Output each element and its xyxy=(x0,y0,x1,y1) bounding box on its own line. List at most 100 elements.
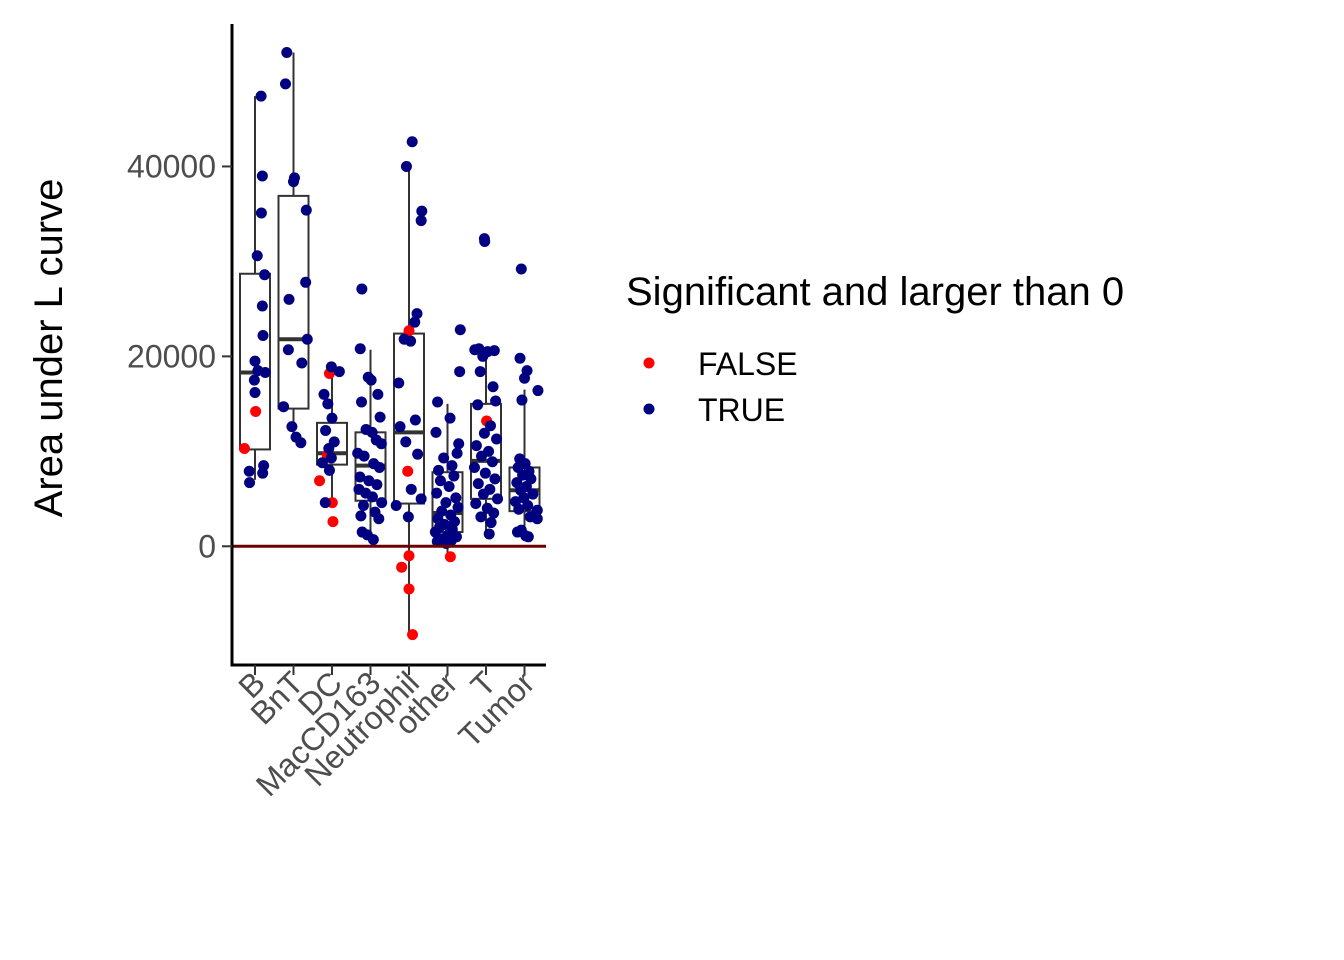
data-point xyxy=(477,488,489,500)
data-point xyxy=(301,333,313,345)
data-point xyxy=(532,385,544,397)
data-point xyxy=(516,394,528,406)
data-point xyxy=(366,491,378,503)
data-point xyxy=(371,479,383,491)
data-point xyxy=(375,438,387,450)
data-point xyxy=(472,399,484,411)
data-point xyxy=(396,561,408,573)
data-point xyxy=(373,513,385,525)
data-point xyxy=(367,534,379,546)
data-point xyxy=(406,136,418,148)
data-point xyxy=(490,395,502,407)
data-point xyxy=(415,493,427,505)
data-point xyxy=(356,283,368,295)
data-point xyxy=(333,366,345,378)
data-point xyxy=(327,516,339,528)
data-point xyxy=(440,497,452,509)
data-point xyxy=(472,478,484,490)
data-point xyxy=(487,381,499,393)
data-point xyxy=(325,361,337,373)
data-point xyxy=(450,492,462,504)
data-point xyxy=(286,421,298,433)
data-point xyxy=(403,550,415,562)
data-point xyxy=(434,475,446,487)
data-point xyxy=(355,510,367,522)
y-tick-label: 20000 xyxy=(127,338,216,374)
data-point xyxy=(416,205,428,217)
data-point xyxy=(316,457,328,469)
data-point xyxy=(295,437,307,449)
data-point xyxy=(318,388,330,400)
data-point xyxy=(248,374,260,386)
data-point xyxy=(255,207,267,219)
data-point xyxy=(446,460,458,472)
data-point xyxy=(448,470,460,482)
data-point xyxy=(470,440,482,452)
data-point xyxy=(515,263,527,275)
data-point xyxy=(531,504,543,516)
data-point xyxy=(429,526,441,538)
legend-label-true: TRUE xyxy=(698,392,785,428)
data-point xyxy=(407,629,419,641)
data-point xyxy=(443,480,455,492)
data-point xyxy=(451,447,463,459)
data-point xyxy=(238,442,250,454)
data-point xyxy=(475,511,487,523)
data-point xyxy=(354,471,366,483)
data-point xyxy=(409,316,421,328)
data-points xyxy=(238,46,544,641)
data-point xyxy=(322,398,334,410)
data-point xyxy=(256,170,268,182)
data-point xyxy=(365,374,377,386)
data-point xyxy=(479,235,491,247)
data-point xyxy=(431,487,443,499)
data-point xyxy=(257,467,269,479)
data-point xyxy=(356,396,368,408)
y-tick-label: 0 xyxy=(198,528,216,564)
data-point xyxy=(531,513,543,525)
legend: Significant and larger than 0 FALSE TRUE xyxy=(626,270,1124,428)
data-point xyxy=(409,414,421,426)
data-point xyxy=(323,442,335,454)
data-point xyxy=(402,511,414,523)
legend-key-false xyxy=(643,357,655,369)
data-point xyxy=(412,448,424,460)
data-point xyxy=(484,420,496,432)
data-point xyxy=(280,78,291,90)
legend-entries: FALSE TRUE xyxy=(643,346,798,428)
data-point xyxy=(402,465,414,477)
data-point xyxy=(403,583,415,595)
data-point xyxy=(281,46,293,58)
data-point xyxy=(282,344,294,356)
data-point xyxy=(259,269,271,281)
data-point xyxy=(250,405,262,417)
data-point xyxy=(522,499,534,511)
legend-label-false: FALSE xyxy=(698,346,798,382)
data-point xyxy=(278,401,290,413)
data-point xyxy=(376,497,388,509)
data-point xyxy=(243,465,255,477)
data-point xyxy=(511,526,523,538)
data-point xyxy=(431,536,443,548)
data-point xyxy=(325,452,337,464)
data-point xyxy=(251,250,263,262)
data-point xyxy=(479,467,491,479)
data-point xyxy=(411,308,423,320)
legend-key-true xyxy=(643,403,655,415)
data-point xyxy=(478,427,490,439)
data-point xyxy=(513,503,525,515)
data-point xyxy=(415,215,427,227)
data-point xyxy=(477,350,489,362)
data-point xyxy=(492,493,504,505)
data-point xyxy=(256,300,268,312)
data-point xyxy=(300,204,312,216)
data-point xyxy=(357,499,369,511)
data-point xyxy=(259,367,271,379)
data-point xyxy=(249,386,261,398)
data-point xyxy=(522,531,534,543)
data-point xyxy=(454,366,466,378)
data-point xyxy=(491,433,503,445)
data-point xyxy=(476,450,488,462)
data-point xyxy=(488,507,500,519)
